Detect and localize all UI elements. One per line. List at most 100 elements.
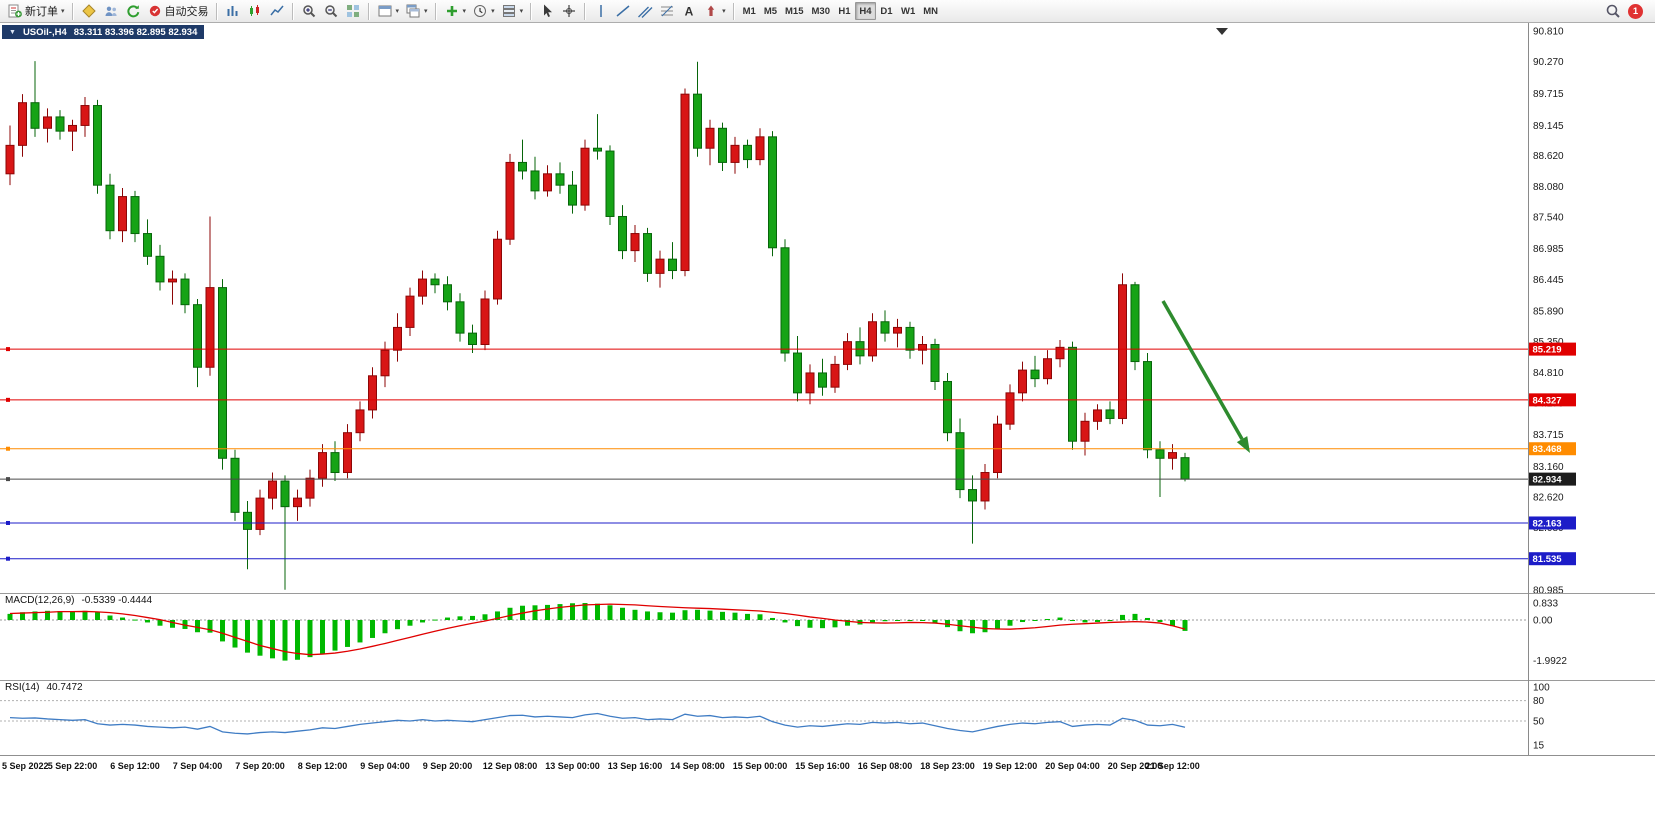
periods-button[interactable]: ▾ [469,1,498,21]
arrows-button[interactable]: ▾ [700,1,729,21]
time-axis-label: 7 Sep 04:00 [172,761,223,771]
chevron-down-icon: ▾ [491,7,495,15]
tile-windows-button[interactable] [342,1,364,21]
chart-shift-marker[interactable] [1216,28,1228,35]
time-axis-label: 13 Sep 00:00 [545,761,600,771]
toolbar-separator [367,2,370,20]
price-tick-label: 82.620 [1533,492,1564,503]
price-badge-83.468 [1529,442,1576,456]
market-watch-button[interactable] [100,1,122,21]
profiles-button[interactable]: ▾ [402,1,431,21]
zoom-out-button[interactable] [320,1,342,21]
timeframe-m30-button[interactable]: M30 [808,2,834,20]
time-axis-label: 14 Sep 08:00 [670,761,725,771]
main-chart-canvas[interactable]: 90.810 90.270 89.715 89.145 88.620 88.080 87.5… [0,23,1655,593]
cursor-button[interactable] [536,1,558,21]
candles-chart-icon [249,5,259,16]
timeframe-w1-button[interactable]: W1 [897,2,919,20]
chevron-down-icon: ▾ [519,7,524,15]
rsi-name: RSI(14) [5,682,40,693]
timeframe-m5-button[interactable]: M5 [760,2,781,20]
new-chart-button[interactable]: ▾ [374,1,403,21]
autotrade-button-label: 自动交易 [164,6,209,18]
price-badge-84.327 [1529,393,1576,407]
hline-handle[interactable] [6,477,10,482]
vertical-line-button[interactable] [590,1,612,21]
time-axis-label: 8 Sep 12:00 [297,761,348,771]
zoom-in-button[interactable] [298,1,320,21]
timeframe-m1-button[interactable]: M1 [739,2,760,20]
refresh-icon [126,5,139,18]
top-toolbar: 新订单 ▾ 自动交易 ▾ ▾ ▾ ▾ ▾ A ▾ M1 M5 M15 M30 H1 H4 D1 W1 MN 1 [0,0,1655,23]
chevron-down-icon: ▾ [61,7,65,15]
new-order-icon [8,4,22,18]
time-axis[interactable]: 5 Sep 2022 5 Sep 22:00 6 Sep 12:00 7 Sep 04… [0,755,1655,823]
crosshair-icon [563,5,576,17]
clock-icon [474,5,487,17]
price-badge-text: 81.535 [1533,554,1563,565]
macd-tick-label: 0.00 [1533,616,1553,627]
trend-arrow-object[interactable] [1161,300,1250,453]
price-tick-label: 86.985 [1533,244,1564,255]
bar-chart-mode-button[interactable] [222,1,244,21]
price-scale[interactable] [1529,23,1655,593]
macd-panel-canvas[interactable]: 0.833 0.00 -1.9922 [0,593,1655,680]
time-axis-label: 19 Sep 12:00 [982,761,1038,771]
fibonacci-button[interactable] [656,1,678,21]
new-order-button[interactable]: 新订单 ▾ [4,1,68,21]
time-axis-label: 21 Sep 12:00 [1145,761,1200,771]
time-axis-label: 13 Sep 16:00 [607,761,663,771]
time-axis-label: 20 Sep 04:00 [1045,761,1100,771]
chart-title-bar[interactable]: ▼ USOil-,H4 83.311 83.396 82.895 82.934 [2,25,205,39]
tile-icon [346,5,359,17]
price-badge-82.163 [1529,516,1576,530]
timeframe-h1-button[interactable]: H1 [834,2,855,20]
price-tick-label: 83.715 [1533,430,1564,441]
hline-handle[interactable] [6,520,10,525]
plus-green-icon [446,6,457,16]
timeframe-m15-button[interactable]: M15 [781,2,807,20]
chart-ohlc-readout: 83.311 83.396 82.895 82.934 [73,26,198,38]
macd-histogram [7,603,1188,661]
timeframe-h4-button[interactable]: H4 [854,2,876,20]
notification-badge[interactable]: 1 [1628,3,1643,19]
hline-handle[interactable] [6,347,10,352]
zoom-in-icon [302,5,315,18]
channel-icon [638,6,653,18]
hline-handle[interactable] [6,446,10,451]
rsi-tick-label: 15 [1533,740,1545,751]
price-badge-text: 84.327 [1533,395,1562,406]
macd-tick-label: -1.9922 [1533,656,1567,667]
price-badge-text: 85.219 [1533,345,1562,356]
timeframe-d1-button[interactable]: D1 [876,2,897,20]
add-indicator-button[interactable]: ▾ [441,1,470,21]
time-axis-label: 16 Sep 08:00 [857,761,913,771]
candlestick-mode-button[interactable] [244,1,266,21]
people-icon [105,6,117,16]
line-chart-icon [269,5,284,16]
trendline-button[interactable] [612,1,634,21]
chart-window: 90.810 90.270 89.715 89.145 88.620 88.080 87.5… [0,23,1655,823]
channel-button[interactable] [634,1,656,21]
price-tick-label: 88.080 [1533,182,1564,193]
time-axis-label: 15 Sep 00:00 [732,761,788,771]
refresh-button[interactable] [122,1,144,21]
line-chart-mode-button[interactable] [266,1,288,21]
hline-handle[interactable] [6,397,10,402]
price-tick-label: 83.160 [1533,462,1564,473]
search-button[interactable] [1602,1,1624,21]
text-label-button[interactable]: A [678,1,700,21]
autotrade-button[interactable]: 自动交易 [144,1,212,21]
rsi-panel-canvas[interactable]: 100 80 50 15 [0,680,1655,755]
toolbar-separator [71,2,74,20]
templates-button[interactable]: ▾ [498,1,527,21]
collapse-arrow-icon[interactable]: ▼ [9,28,16,36]
strategy-tester-button[interactable] [78,1,100,21]
trendline-icon [616,5,630,17]
hline-handle[interactable] [6,556,10,561]
timeframe-mn-button[interactable]: MN [919,2,942,20]
toolbar-separator [584,2,587,20]
price-tick-label: 86.445 [1533,275,1564,286]
crosshair-button[interactable] [558,1,580,21]
